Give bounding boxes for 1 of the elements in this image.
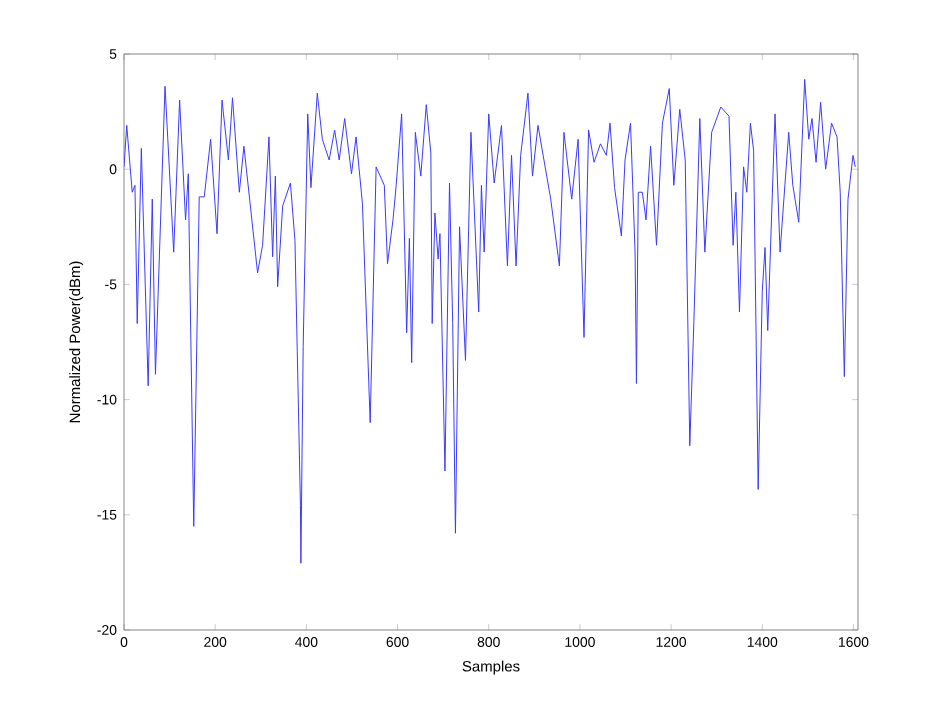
line-series bbox=[124, 78, 856, 564]
